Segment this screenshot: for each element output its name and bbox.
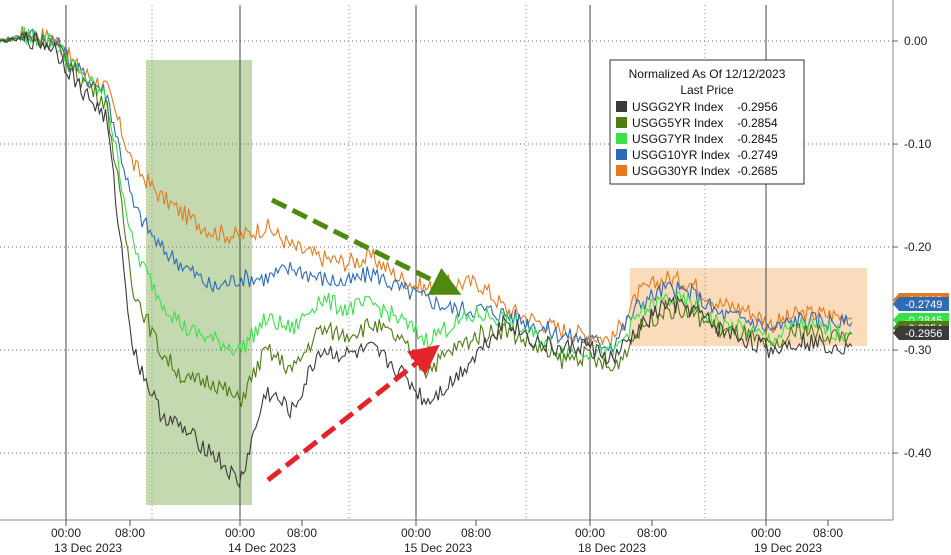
y-tick-label: -0.10 — [904, 137, 932, 151]
legend-swatch — [616, 149, 627, 160]
series-line-usgg7yr-index — [0, 26, 853, 362]
legend-entry-name: USGG10YR Index — [632, 148, 730, 162]
x-tick-label: 08:00 — [287, 526, 317, 540]
end-label-value: -0.2749 — [905, 299, 942, 311]
legend-entry-name: USGG5YR Index — [632, 116, 723, 130]
x-tick-label: 00:00 — [401, 526, 431, 540]
legend-entry-name: USGG2YR Index — [632, 100, 723, 114]
annotation-arrow-green — [270, 197, 462, 295]
x-date-label: 18 Dec 2023 — [578, 541, 646, 555]
legend-entry-value: -0.2749 — [737, 148, 778, 162]
legend-entry-name: USGG30YR Index — [632, 164, 730, 178]
annotation-arrow-red — [266, 344, 440, 482]
legend-swatch — [616, 165, 627, 176]
x-tick-label: 08:00 — [813, 526, 843, 540]
x-tick-label: 00:00 — [751, 526, 781, 540]
x-tick-label: 00:00 — [575, 526, 605, 540]
x-tick-label: 08:00 — [461, 526, 491, 540]
x-tick-label: 08:00 — [115, 526, 145, 540]
series-line-usgg2yr-index — [0, 31, 853, 489]
legend-entry-name: USGG7YR Index — [632, 132, 723, 146]
x-date-label: 13 Dec 2023 — [54, 541, 122, 555]
series-line-usgg30yr-index — [0, 25, 853, 349]
x-date-label: 19 Dec 2023 — [754, 541, 822, 555]
legend-swatch — [616, 101, 627, 112]
legend-subtitle: Last Price — [680, 83, 734, 97]
x-date-label: 14 Dec 2023 — [228, 541, 296, 555]
legend-box — [609, 59, 805, 185]
y-tick-label: -0.30 — [904, 343, 932, 357]
end-label-value: -0.2956 — [905, 328, 942, 340]
x-tick-label: 00:00 — [51, 526, 81, 540]
legend-swatch — [616, 133, 627, 144]
y-tick-label: -0.40 — [904, 446, 932, 460]
legend-title: Normalized As Of 12/12/2023 — [629, 67, 786, 81]
x-tick-label: 08:00 — [637, 526, 667, 540]
y-tick-label: -0.20 — [904, 240, 932, 254]
legend-entry-value: -0.2854 — [737, 116, 778, 130]
legend-entry-value: -0.2845 — [737, 132, 778, 146]
shaded-region-green — [146, 60, 252, 505]
y-tick-label: 0.00 — [904, 34, 928, 48]
series-line-usgg10yr-index — [0, 28, 853, 353]
end-label-tag — [893, 297, 949, 311]
legend-swatch — [616, 117, 627, 128]
x-tick-label: 00:00 — [225, 526, 255, 540]
legend-entry-value: -0.2956 — [737, 100, 778, 114]
end-label-tag — [893, 326, 949, 340]
x-date-label: 15 Dec 2023 — [404, 541, 472, 555]
legend-entry-value: -0.2685 — [737, 164, 778, 178]
